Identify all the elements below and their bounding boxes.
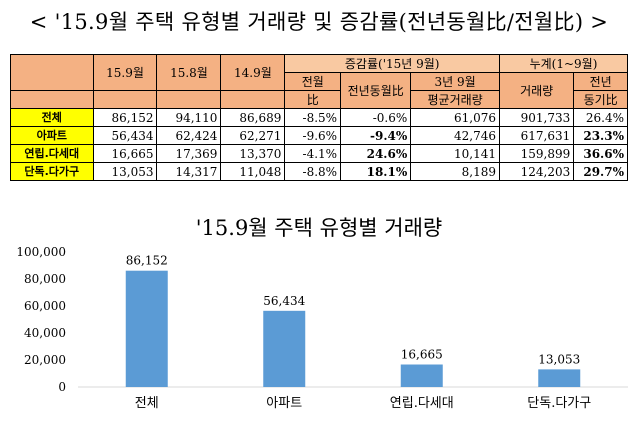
data-label: 56,434 bbox=[263, 294, 305, 308]
page-title: < '15.9월 주택 유형별 거래량 및 증감률(전년동월比/전월比) > bbox=[29, 10, 609, 34]
col-header-15-9-fill bbox=[92, 90, 158, 109]
table-corner-2 bbox=[10, 90, 94, 109]
cell-cum-yoy: 36.6% bbox=[573, 144, 628, 163]
cell-15-8: 62,424 bbox=[156, 126, 222, 145]
col-header-15-9: 15.9월 bbox=[92, 54, 158, 91]
cell-cum-yoy: 23.3% bbox=[573, 126, 628, 145]
y-tick-label: 20,000 bbox=[24, 353, 66, 367]
bar bbox=[538, 369, 581, 387]
cell-cum-yoy: 26.4% bbox=[573, 108, 628, 127]
cell-cum-yoy: 29.7% bbox=[573, 162, 628, 181]
sub-header-mom-2: 比 bbox=[284, 90, 342, 109]
cell-14-9: 86,689 bbox=[220, 108, 286, 127]
cell-14-9: 13,370 bbox=[220, 144, 286, 163]
table-row: 연립.다세대 16,665 17,369 13,370 -4.1% 24.6% … bbox=[10, 144, 628, 163]
cell-14-9: 11,048 bbox=[220, 162, 286, 181]
cell-mom: -8.8% bbox=[284, 162, 342, 181]
cell-cum: 617,631 bbox=[498, 126, 575, 145]
chart-title: '15.9월 주택 유형별 거래량 bbox=[195, 216, 443, 240]
table-row: 단독.다가구 13,053 14,317 11,048 -8.8% 18.1% … bbox=[10, 162, 628, 181]
cell-3yr-avg: 10,141 bbox=[410, 144, 500, 163]
data-label: 13,053 bbox=[538, 352, 580, 366]
sub-header-yoy: 전년동월比 bbox=[340, 72, 412, 109]
x-tick-label: 아파트 bbox=[266, 396, 302, 411]
cell-15-9: 56,434 bbox=[92, 126, 158, 145]
cell-cum: 159,899 bbox=[498, 144, 575, 163]
sub-header-cum-volume: 거래량 bbox=[498, 72, 575, 109]
bar bbox=[263, 310, 306, 387]
sub-header-3yr-2: 평균거래량 bbox=[410, 90, 500, 109]
cell-15-9: 86,152 bbox=[92, 108, 158, 127]
col-header-15-8: 15.8월 bbox=[156, 54, 222, 91]
cell-mom: -8.5% bbox=[284, 108, 342, 127]
cell-yoy: -0.6% bbox=[340, 108, 412, 127]
cell-yoy: 18.1% bbox=[340, 162, 412, 181]
sub-header-cum-yoy: 전년 bbox=[573, 72, 628, 91]
cell-mom: -9.6% bbox=[284, 126, 342, 145]
x-tick-label: 단독.다가구 bbox=[527, 396, 591, 411]
cell-mom: -4.1% bbox=[284, 144, 342, 163]
bar bbox=[125, 270, 168, 387]
cell-3yr-avg: 8,189 bbox=[410, 162, 500, 181]
cell-15-8: 17,369 bbox=[156, 144, 222, 163]
table-corner bbox=[10, 54, 94, 91]
col-header-15-8-fill bbox=[156, 90, 222, 109]
group-header-change: 증감률('15년 9월) bbox=[284, 54, 500, 73]
y-tick-label: 0 bbox=[58, 380, 66, 394]
row-label: 아파트 bbox=[10, 126, 94, 145]
row-label: 연립.다세대 bbox=[10, 144, 94, 163]
cell-yoy: 24.6% bbox=[340, 144, 412, 163]
x-tick-label: 연립.다세대 bbox=[390, 396, 454, 411]
group-header-cumulative: 누계(1~9월) bbox=[498, 54, 629, 73]
bar-chart: 0 20,000 40,000 60,000 80,000 100,000 86,152 전체… bbox=[16, 245, 628, 411]
cell-15-9: 16,665 bbox=[92, 144, 158, 163]
cell-cum: 124,203 bbox=[498, 162, 575, 181]
cell-yoy: -9.4% bbox=[340, 126, 412, 145]
cell-14-9: 62,271 bbox=[220, 126, 286, 145]
cell-3yr-avg: 42,746 bbox=[410, 126, 500, 145]
cell-3yr-avg: 61,076 bbox=[410, 108, 500, 127]
cell-15-8: 14,317 bbox=[156, 162, 222, 181]
x-tick-label: 전체 bbox=[135, 396, 159, 411]
sub-header-3yr: 3년 9월 bbox=[410, 72, 500, 91]
row-label: 단독.다가구 bbox=[10, 162, 94, 181]
sub-header-mom: 전월 bbox=[284, 72, 342, 91]
data-label: 16,665 bbox=[401, 348, 443, 362]
table-row: 전체 86,152 94,110 86,689 -8.5% -0.6% 61,0… bbox=[10, 108, 628, 127]
sub-header-cum-yoy-2: 동기比 bbox=[573, 90, 628, 109]
col-header-14-9-fill bbox=[220, 90, 286, 109]
col-header-14-9: 14.9월 bbox=[220, 54, 286, 91]
stats-table: 15.9월 15.8월 14.9월 증감률('15년 9월) 누계(1~9월) … bbox=[10, 54, 629, 181]
cell-cum: 901,733 bbox=[498, 108, 575, 127]
table-row: 아파트 56,434 62,424 62,271 -9.6% -9.4% 42,… bbox=[10, 126, 628, 145]
bar bbox=[400, 364, 443, 387]
y-tick-label: 80,000 bbox=[24, 272, 66, 286]
cell-15-9: 13,053 bbox=[92, 162, 158, 181]
cell-15-8: 94,110 bbox=[156, 108, 222, 127]
y-tick-label: 100,000 bbox=[16, 245, 66, 259]
row-label: 전체 bbox=[10, 108, 94, 127]
data-label: 86,152 bbox=[126, 254, 168, 268]
y-tick-label: 40,000 bbox=[24, 326, 66, 340]
y-tick-label: 60,000 bbox=[24, 299, 66, 313]
